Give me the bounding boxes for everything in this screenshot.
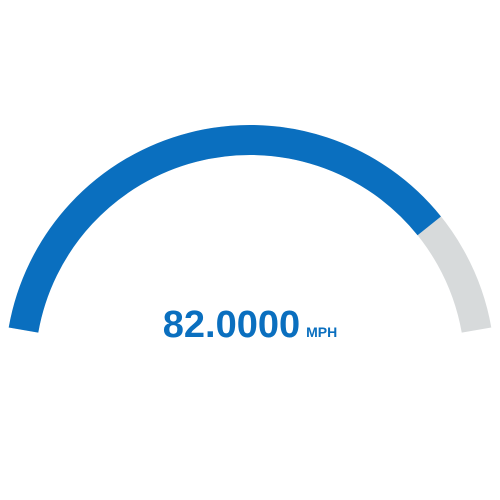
gauge-readout: 82.0000 MPH	[0, 304, 500, 347]
gauge-fill-arc	[8, 125, 441, 333]
gauge-track-arc	[8, 125, 492, 333]
gauge-unit: MPH	[306, 324, 338, 340]
gauge-value: 82.0000	[162, 304, 301, 346]
